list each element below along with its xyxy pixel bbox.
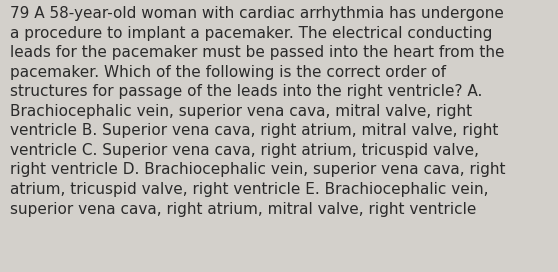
Text: 79 A 58-year-old woman with cardiac arrhythmia has undergone
a procedure to impl: 79 A 58-year-old woman with cardiac arrh…	[10, 6, 506, 217]
